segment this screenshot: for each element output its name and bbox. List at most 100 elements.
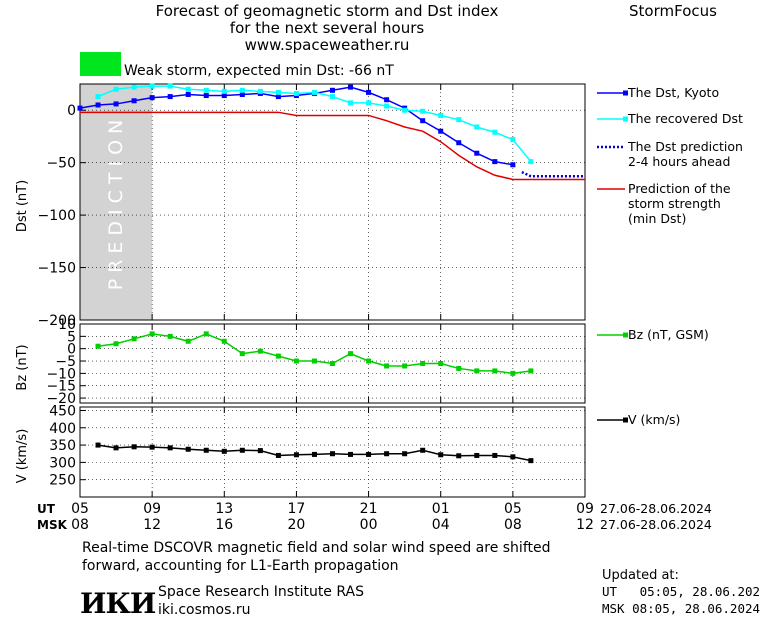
bz-ylabel: Bz (nT) — [15, 344, 30, 390]
data-point — [131, 444, 137, 450]
ut-tick-label: 05 — [504, 501, 522, 517]
data-point — [438, 361, 444, 366]
data-point — [149, 331, 155, 337]
dst-ytick-label: −100 — [38, 208, 76, 224]
data-point — [167, 94, 173, 100]
data-point — [203, 447, 209, 453]
data-point — [474, 368, 480, 374]
data-point — [149, 83, 155, 89]
data-point — [149, 95, 155, 101]
data-point — [293, 358, 299, 364]
data-point — [275, 353, 281, 359]
data-point — [492, 452, 498, 458]
dst-ytick-label: −50 — [46, 156, 76, 172]
dst-ytick-label: 0 — [67, 103, 76, 119]
data-point — [113, 101, 119, 107]
data-point — [330, 87, 335, 93]
v-ytick-label: 300 — [49, 455, 76, 471]
data-point — [474, 452, 480, 458]
footer-note-line1: Real-time DSCOVR magnetic field and sola… — [82, 540, 551, 556]
legend-label: The Dst, Kyoto — [627, 85, 719, 100]
data-point — [221, 93, 227, 99]
data-point — [348, 100, 354, 106]
prediction-band — [80, 84, 153, 320]
data-point — [384, 363, 390, 369]
msk-tick-label: 08 — [504, 517, 522, 533]
bz-ytick-label: 0 — [67, 342, 76, 358]
data-point — [167, 83, 173, 89]
data-point — [456, 140, 462, 146]
legend-label: 2-4 hours ahead — [628, 154, 730, 169]
data-point — [221, 448, 227, 454]
data-point — [330, 451, 335, 457]
series-line — [80, 111, 585, 181]
dst-ylabel: Dst (nT) — [15, 180, 30, 232]
legend-label: storm strength — [628, 196, 721, 211]
data-point — [113, 445, 119, 451]
updated-ut: UT 05:05, 28.06.2024 — [602, 584, 760, 599]
data-point — [167, 333, 173, 339]
data-point — [185, 446, 191, 452]
chart-title-line2: for the next several hours — [229, 19, 425, 37]
storm-status-text: Weak storm, expected min Dst: -66 nT — [124, 63, 394, 79]
institute-name: Space Research Institute RAS — [158, 584, 364, 600]
data-point — [420, 361, 426, 366]
source-url: www.spaceweather.ru — [244, 36, 410, 54]
data-point — [402, 107, 408, 113]
data-point — [239, 351, 245, 357]
updated-label: Updated at: — [602, 568, 679, 583]
data-point — [366, 358, 372, 364]
data-point — [366, 89, 372, 95]
data-point — [131, 98, 137, 104]
data-point — [257, 448, 263, 454]
data-point — [330, 94, 335, 100]
data-point — [257, 348, 263, 354]
data-point — [384, 103, 390, 109]
data-point — [95, 343, 101, 349]
data-point — [167, 445, 173, 451]
data-point — [474, 150, 480, 156]
footer-note-line2: forward, accounting for L1-Earth propaga… — [82, 558, 399, 574]
ut-tick-label: 05 — [71, 501, 89, 517]
data-point — [293, 452, 299, 458]
data-point — [438, 128, 444, 134]
data-point — [456, 453, 462, 459]
data-point — [510, 162, 516, 168]
data-point — [366, 100, 372, 106]
msk-tick-label: 20 — [288, 517, 306, 533]
v-panel-frame — [79, 406, 586, 498]
legend-label: Bz (nT, GSM) — [628, 327, 709, 342]
data-point — [492, 368, 498, 374]
data-point — [420, 118, 426, 124]
v-ytick-label: 350 — [49, 438, 76, 454]
ut-tick-label: 01 — [432, 501, 450, 517]
data-point — [95, 442, 101, 448]
v-ytick-label: 250 — [49, 473, 76, 489]
data-point — [275, 452, 281, 458]
data-point — [510, 370, 516, 376]
data-point — [203, 93, 209, 99]
legend-label: V (km/s) — [628, 412, 680, 427]
msk-tick-label: 04 — [432, 517, 450, 533]
legend-marker — [623, 90, 628, 96]
data-point — [257, 88, 263, 94]
legend-label: The Dst prediction — [627, 139, 743, 154]
bz-ytick-label: −5 — [55, 354, 76, 370]
chart-title-line1: Forecast of geomagnetic storm and Dst in… — [155, 2, 499, 20]
data-point — [366, 451, 372, 457]
data-point — [239, 91, 245, 97]
data-point — [402, 363, 408, 369]
legend-label: (min Dst) — [628, 211, 686, 226]
dst-ytick-label: −150 — [38, 261, 76, 277]
data-point — [221, 338, 227, 344]
data-point — [185, 91, 191, 97]
bz-ytick-label: 5 — [67, 329, 76, 345]
data-point — [420, 108, 426, 114]
dst-panel-frame — [79, 83, 586, 321]
data-point — [510, 454, 516, 460]
ut-axis-label: UT — [37, 502, 56, 516]
msk-axis-label: MSK — [37, 518, 68, 532]
series-line — [97, 333, 531, 375]
institute-site[interactable]: iki.cosmos.ru — [158, 602, 251, 618]
data-point — [113, 86, 119, 92]
